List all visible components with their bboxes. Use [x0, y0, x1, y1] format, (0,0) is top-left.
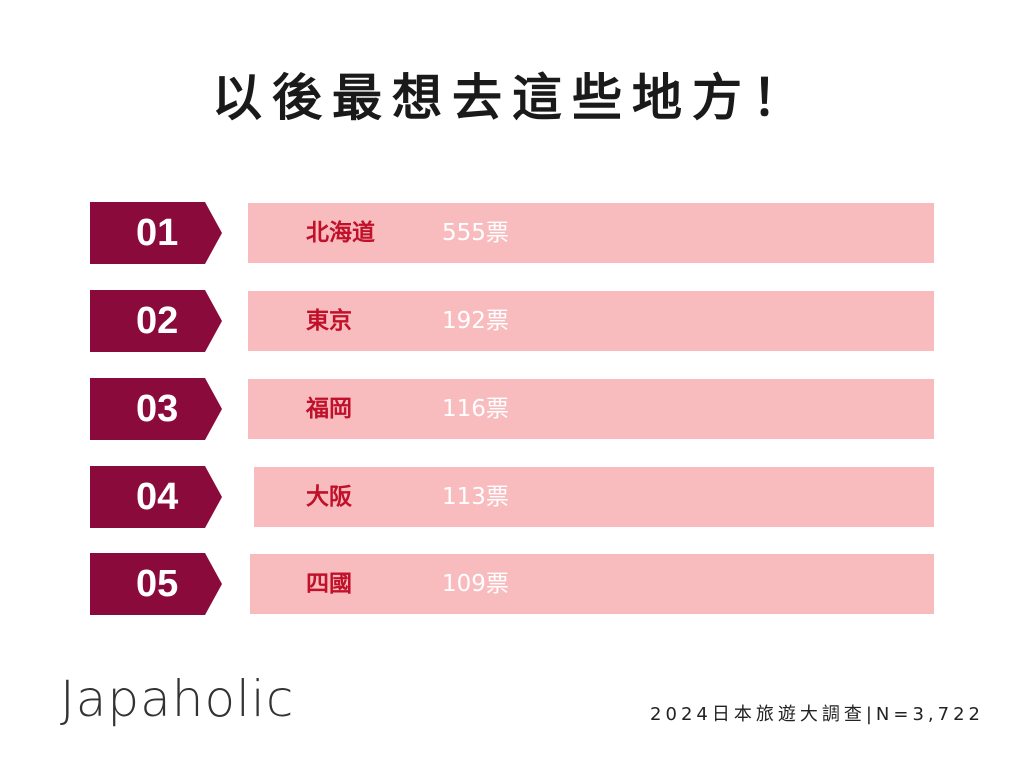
ranking-row: 02 東京 192票 [90, 290, 934, 352]
vote-count-label: 555票 [442, 220, 509, 246]
destination-label: 福岡 [306, 396, 352, 422]
ranking-row: 01 北海道 555票 [90, 202, 934, 264]
rank-number: 05 [136, 563, 179, 605]
rank-tab [90, 202, 222, 264]
rank-number: 04 [136, 476, 179, 518]
ranking-row: 05 四國 109票 [90, 553, 934, 615]
brand-logo: Japaholic [60, 670, 295, 728]
ranking-row: 03 福岡 116票 [90, 378, 934, 440]
ranking-bar [250, 554, 934, 614]
vote-count-label: 113票 [442, 484, 509, 510]
vote-count-label: 116票 [442, 396, 509, 422]
page-title: 以後最想去這些地方！ [212, 69, 812, 127]
vote-count-label: 109票 [442, 571, 509, 597]
rank-tab [90, 553, 222, 615]
destination-label: 東京 [306, 308, 352, 334]
rank-tab [90, 378, 222, 440]
destination-label: 北海道 [306, 220, 375, 246]
destination-label: 四國 [306, 571, 352, 597]
rank-number: 03 [136, 388, 179, 430]
ranking-bar [248, 203, 934, 263]
ranking-bar [248, 379, 934, 439]
destination-label: 大阪 [306, 484, 352, 510]
vote-count-label: 192票 [442, 308, 509, 334]
ranking-row: 04 大阪 113票 [90, 466, 934, 528]
ranking-bar [248, 291, 934, 351]
survey-source: 2024日本旅遊大調查|N=3,722 [650, 704, 984, 725]
rank-tab [90, 466, 222, 528]
rank-tab [90, 290, 222, 352]
rank-number: 02 [136, 300, 179, 342]
ranking-bar [254, 467, 934, 527]
rank-number: 01 [136, 212, 179, 254]
